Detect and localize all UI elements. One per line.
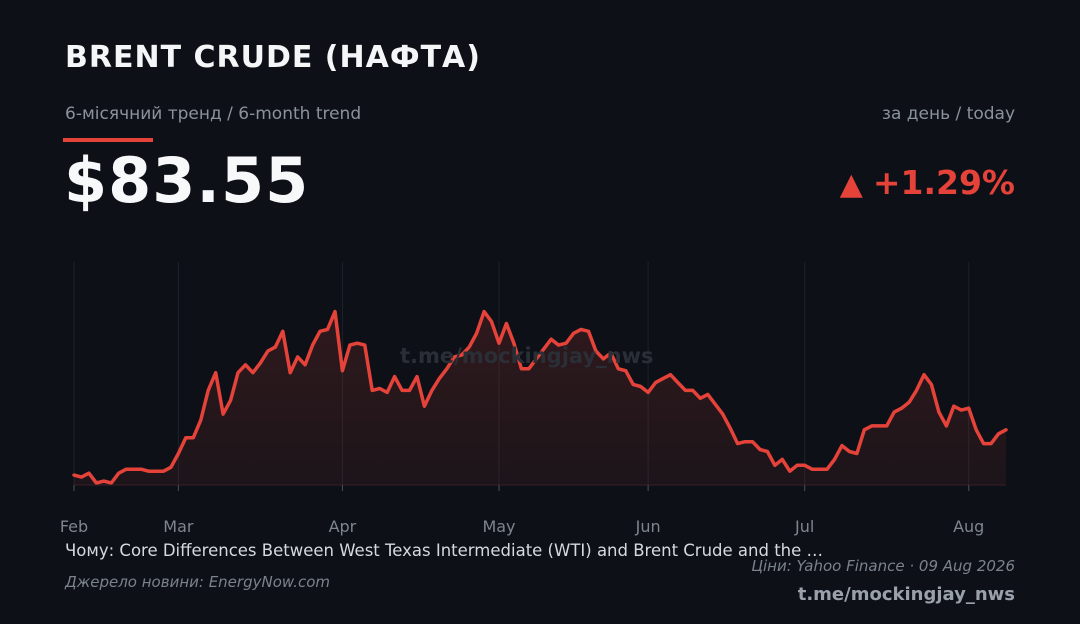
accent-bar — [63, 138, 153, 142]
price-source: Ціни: Yahoo Finance · 09 Aug 2026 — [751, 557, 1015, 575]
series-area — [74, 311, 1006, 485]
article-headline[interactable]: Чому: Core Differences Between West Texa… — [65, 541, 824, 560]
x-tick-label-aug: Aug — [953, 517, 984, 536]
series-line — [72, 309, 1008, 485]
x-tick-label-mar: Mar — [163, 517, 194, 536]
up-arrow-icon: ▲ — [839, 167, 863, 202]
page-title: BRENT CRUDE (НАФТА) — [65, 40, 481, 75]
daily-change: ▲ +1.29% — [840, 163, 1015, 202]
news-source: Джерело новини: EnergyNow.com — [65, 573, 330, 591]
current-price: $83.55 — [64, 144, 310, 217]
today-label: за день / today — [881, 104, 1015, 124]
watermark: t.me/mockingjay_nws — [400, 344, 654, 368]
x-tick-label-feb: Feb — [60, 517, 88, 536]
x-tick-label-apr: Apr — [329, 517, 357, 536]
change-value: +1.29% — [872, 163, 1015, 202]
x-tick-label-may: May — [482, 517, 515, 536]
x-tick-label-jul: Jul — [794, 517, 814, 536]
x-tick-label-jun: Jun — [635, 517, 661, 536]
channel-link[interactable]: t.me/mockingjay_nws — [797, 584, 1015, 605]
chart-subtitle: 6-місячний тренд / 6-month trend — [65, 104, 362, 124]
